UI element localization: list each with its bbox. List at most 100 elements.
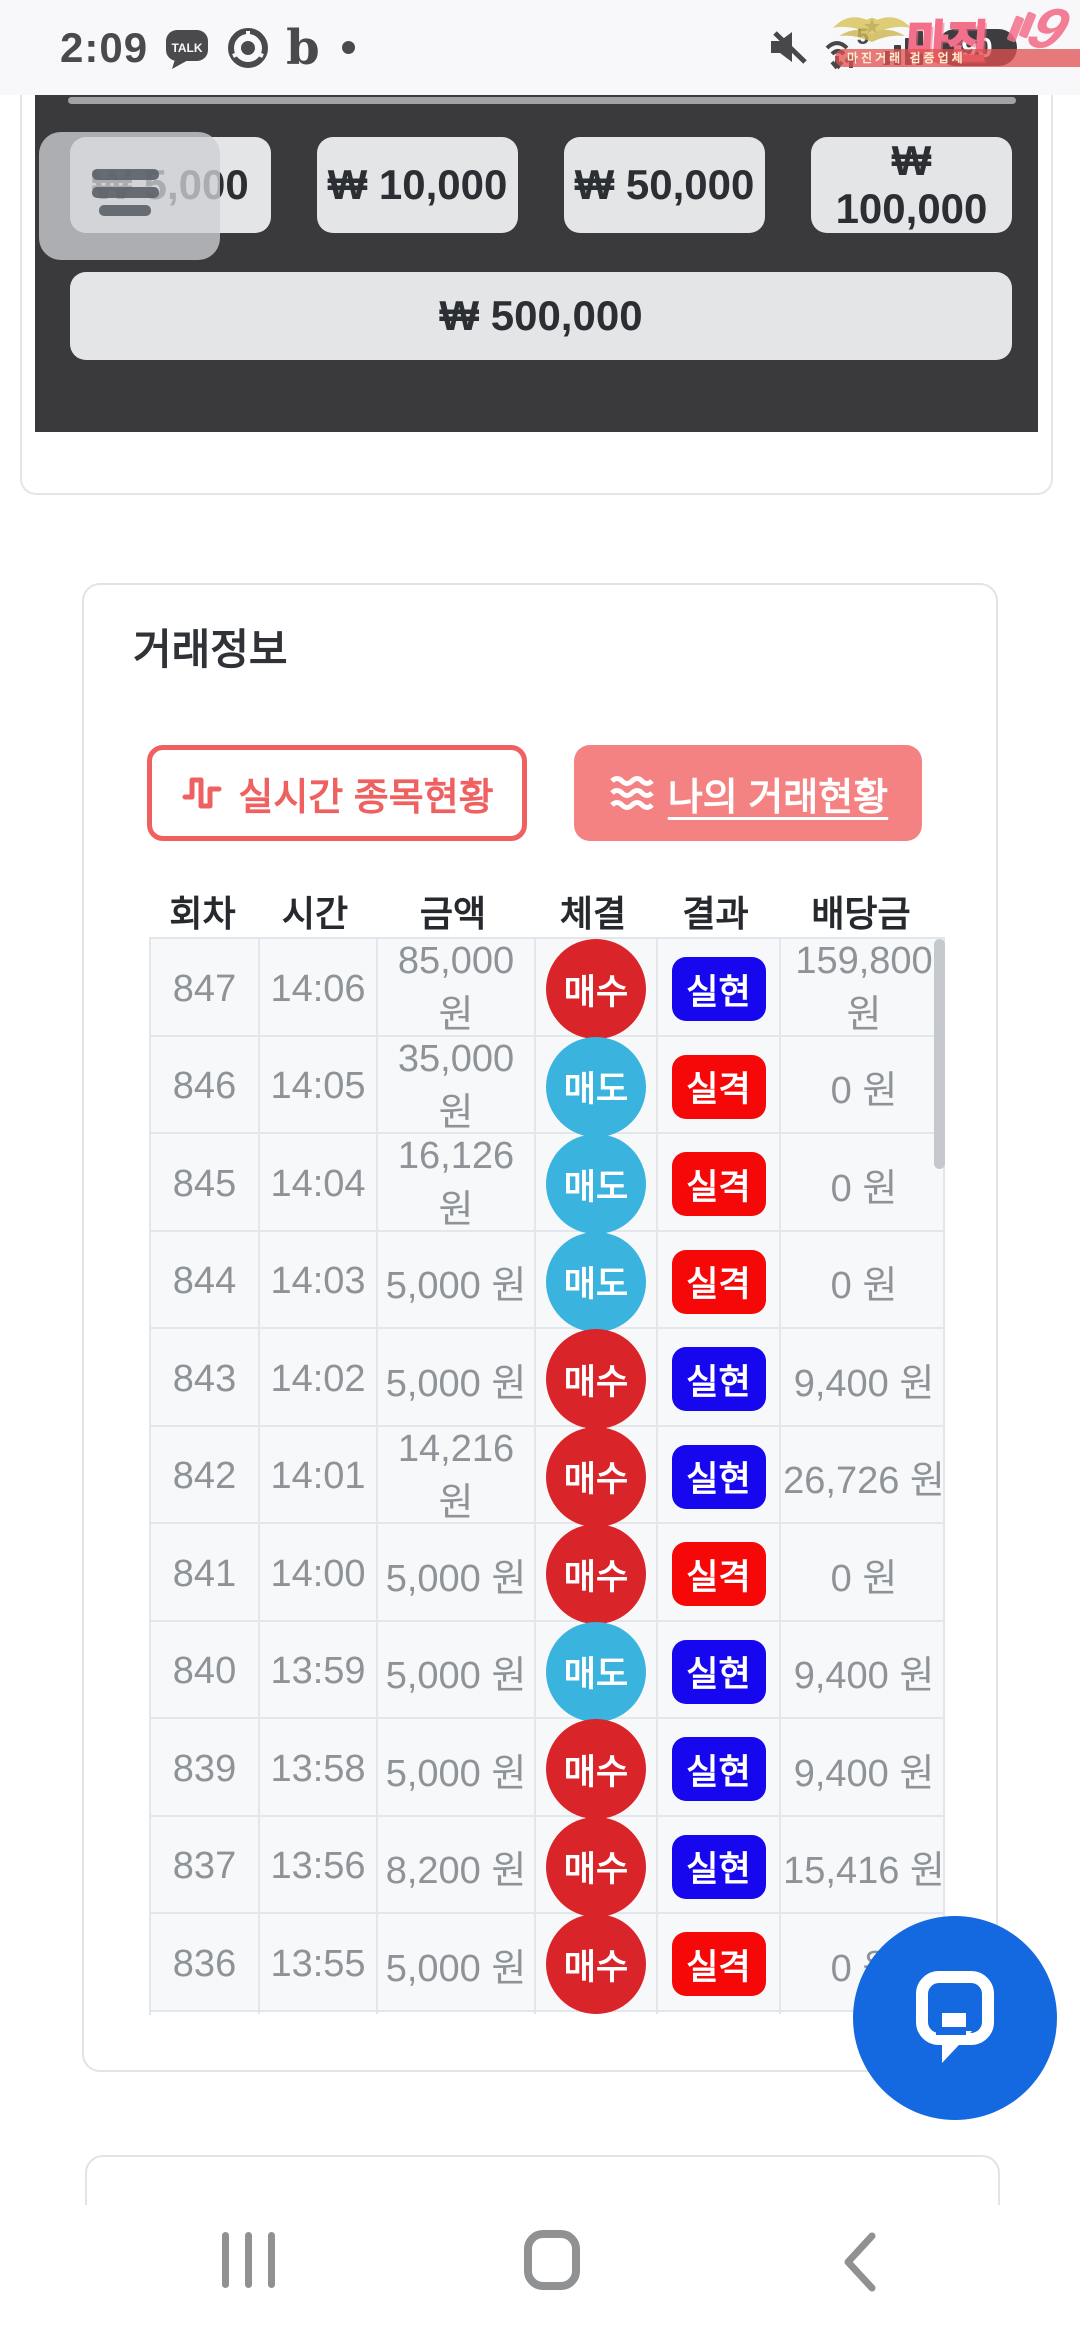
- table-scrollbar-thumb[interactable]: [934, 939, 945, 1169]
- live-stocks-button[interactable]: 실시간 종목현황: [147, 745, 527, 841]
- waves-icon: [610, 776, 654, 810]
- network-generation-label: 5: [856, 23, 869, 49]
- table-row: 839 13:58 5,000 원 매수 실현 9,400 원: [151, 1719, 943, 1819]
- payout-cell: 0 원: [779, 1134, 943, 1234]
- round-cell: 842: [172, 1455, 237, 1497]
- result-cell: 실격: [656, 1036, 779, 1137]
- side-cell: 매수: [534, 1524, 656, 1624]
- assistive-touch-button[interactable]: [39, 132, 220, 260]
- amount-cell: 5,000 원: [376, 1329, 534, 1429]
- side-badge: 매도: [546, 1134, 646, 1234]
- payout-cell: 9,400 원: [779, 1719, 943, 1819]
- hamburger-icon: [92, 169, 159, 180]
- side-cell: 매수: [534, 1719, 656, 1819]
- round-cell: 847: [172, 967, 237, 1010]
- column-header: 체결: [559, 893, 627, 934]
- result-cell: 실격: [656, 1231, 779, 1332]
- side-cell: 매도: [534, 1134, 656, 1234]
- hamburger-icon: [99, 205, 151, 216]
- time-cell: 13:56: [258, 1816, 376, 1917]
- my-trades-label: 나의 거래현황: [667, 776, 889, 819]
- round-cell: 843: [172, 1357, 237, 1400]
- side-badge: 매수: [546, 1426, 646, 1527]
- time-cell: 13:58: [258, 1719, 376, 1819]
- live-stocks-label: 실시간 종목현황: [238, 776, 494, 819]
- side-badge: 매수: [546, 1719, 646, 1819]
- amount-cell: 8,200 원: [376, 1816, 534, 1917]
- muted-speaker-icon: [767, 28, 809, 68]
- side-cell: 매수: [534, 1329, 656, 1429]
- time-cell: 14:01: [258, 1426, 376, 1527]
- table-row: 846 14:05 35,000 원 매도 실격 0 원: [151, 1036, 943, 1137]
- table-row: 844 14:03 5,000 원 매도 실격 0 원: [151, 1231, 943, 1332]
- round-cell: 839: [172, 1747, 237, 1790]
- table-row: 840 13:59 5,000 원 매도 실현 9,400 원: [151, 1621, 943, 1722]
- result-badge: 실현: [671, 1347, 766, 1411]
- result-badge: 실격: [671, 1152, 766, 1216]
- result-cell: 실격: [656, 1134, 779, 1234]
- status-bar-left: 2:09 TALK b: [60, 0, 355, 95]
- amount-cell: 35,000 원: [376, 1036, 534, 1137]
- amount-button[interactable]: ₩ 10,000: [317, 137, 518, 233]
- payout-cell: 0 원: [779, 1231, 943, 1332]
- battery-indicator: 90: [937, 29, 1017, 66]
- side-cell: 매도: [534, 1036, 656, 1137]
- result-badge: 실격: [671, 1054, 766, 1119]
- side-cell: 매도: [534, 1621, 656, 1722]
- amount-cell: 5,000 원: [376, 1621, 534, 1722]
- chat-fab-button[interactable]: [853, 1916, 1057, 2120]
- result-cell: 실현: [656, 939, 779, 1039]
- clock: 2:09: [60, 23, 149, 71]
- home-button[interactable]: [524, 2230, 580, 2290]
- trade-table: 847 14:06 85,000 원 매수 실현 159,800 원 846 1…: [149, 937, 945, 2015]
- result-cell: 실격: [656, 1524, 779, 1624]
- amount-cell: 5,000 원: [376, 1914, 534, 2014]
- amount-button-large[interactable]: ₩ 500,000: [70, 272, 1012, 360]
- result-badge: 실현: [671, 957, 766, 1021]
- payout-cell: 26,726 원: [779, 1426, 943, 1527]
- time-cell: 13:55: [258, 1914, 376, 2014]
- talk-label: TALK: [172, 41, 203, 55]
- notification-overflow-dot: [341, 41, 355, 54]
- payout-cell: 0 원: [779, 1524, 943, 1624]
- mobile-data-icon: 5: [823, 23, 869, 70]
- column-header: 시간: [281, 893, 349, 934]
- result-cell: 실현: [656, 1719, 779, 1819]
- payout-cell: 9,400 원: [779, 1329, 943, 1429]
- navigation-bar: [0, 2205, 1080, 2340]
- side-cell: 매수: [534, 1426, 656, 1527]
- round-cell: 836: [172, 1942, 237, 1985]
- result-cell: 실격: [656, 1914, 779, 2014]
- result-badge: 실격: [671, 1932, 766, 1996]
- side-badge: 매도: [546, 1621, 646, 1722]
- column-header: 금액: [419, 893, 487, 934]
- b-app-notification-icon: b: [286, 19, 320, 76]
- table-row: 842 14:01 14,216 원 매수 실현 26,726 원: [151, 1426, 943, 1527]
- time-cell: 14:05: [258, 1036, 376, 1137]
- time-cell: 14:06: [258, 939, 376, 1039]
- result-badge: 실격: [671, 1542, 766, 1606]
- amount-cell: 5,000 원: [376, 1524, 534, 1624]
- amount-button[interactable]: ₩ 50,000: [564, 137, 765, 233]
- table-row: 836 13:55 5,000 원 매수 실격 0 원: [151, 1914, 943, 2014]
- result-cell: 실현: [656, 1426, 779, 1527]
- amount-cell: 16,126 원: [376, 1134, 534, 1234]
- table-row: 837 13:56 8,200 원 매수 실현 15,416 원: [151, 1816, 943, 1917]
- amount-card: ₩ 5,000₩ 10,000₩ 50,000₩ 100,000 ₩ 500,0…: [20, 95, 1053, 495]
- browser-notification-icon: [226, 26, 270, 70]
- trade-info-card: 거래정보 실시간 종목현황 나의 거래현황 회차 시간 금액 체결 결과 배당금 847 …: [82, 583, 998, 2072]
- result-badge: 실현: [671, 1639, 766, 1704]
- back-button[interactable]: [838, 2230, 882, 2297]
- table-row: 845 14:04 16,126 원 매도 실격 0 원: [151, 1134, 943, 1234]
- status-bar: 2:09 TALK b: [0, 0, 1080, 95]
- result-badge: 실현: [671, 1444, 766, 1509]
- side-cell: 매도: [534, 1231, 656, 1332]
- time-cell: 14:00: [258, 1524, 376, 1624]
- column-header: 배당금: [811, 893, 911, 934]
- amount-cell: 5,000 원: [376, 1231, 534, 1332]
- recents-button[interactable]: [222, 2232, 275, 2288]
- hamburger-icon: [92, 187, 159, 198]
- amount-button[interactable]: ₩ 100,000: [811, 137, 1012, 233]
- my-trades-button[interactable]: 나의 거래현황: [574, 745, 922, 841]
